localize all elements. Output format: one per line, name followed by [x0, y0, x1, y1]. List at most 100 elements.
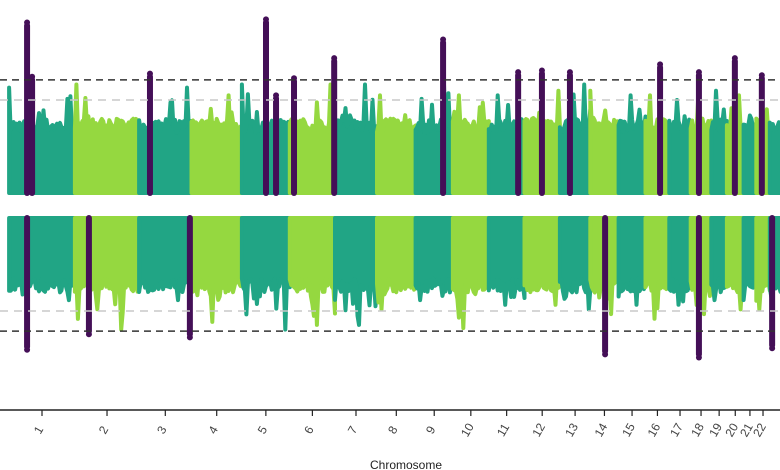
chromosome-9-bottom-points: [413, 216, 455, 303]
hit-point: [769, 345, 776, 352]
x-tick-label: 8: [385, 423, 401, 436]
chromosome-1-bottom-points: [7, 216, 77, 303]
chromosome-20-bottom-points: [724, 216, 746, 312]
x-tick-label: 16: [645, 420, 664, 439]
x-tick-label: 18: [688, 420, 707, 439]
hit-point: [538, 67, 545, 74]
chromosome-2-top-points: [72, 82, 142, 195]
x-tick-label: 12: [529, 420, 548, 439]
chromosome-8-bottom-points: [375, 216, 418, 312]
chromosome-15-top-points: [616, 93, 648, 195]
chromosome-7-top-points: [333, 82, 379, 195]
hit-chr12-top: [538, 67, 545, 196]
chromosome-1-top-points: [7, 85, 77, 195]
chromosome-22-bottom-points: [754, 216, 772, 312]
hit-point: [85, 331, 92, 338]
x-tick-label: 10: [458, 420, 477, 439]
hit-point: [146, 70, 153, 77]
hit-point: [440, 36, 447, 43]
chromosome-17-top-points: [667, 98, 693, 195]
x-tick-label: 14: [592, 420, 611, 439]
chromosome-4-bottom-points: [189, 216, 244, 324]
threshold-lines: [0, 79, 780, 332]
hit-chr18-top: [695, 69, 702, 196]
x-tick-label: 13: [562, 420, 581, 439]
chromosome-16-bottom-points: [643, 216, 672, 321]
hit-point: [29, 73, 36, 80]
chromosome-blocks: [7, 79, 780, 332]
hit-chr5-top: [273, 92, 280, 196]
x-tick-label: 2: [96, 423, 112, 436]
chromosome-4-top-points: [189, 93, 244, 195]
chromosome-3-top-points: [137, 85, 194, 195]
hit-chr5-top: [262, 16, 269, 196]
x-tick-label: 6: [301, 423, 317, 436]
x-tick-label: 21: [737, 420, 756, 439]
x-tick-label: 15: [619, 420, 638, 439]
hit-point: [515, 69, 522, 76]
hit-chr3-top: [146, 70, 153, 196]
x-tick-label: 3: [154, 423, 170, 436]
hit-chr14-bottom: [602, 215, 609, 358]
x-tick-label: 17: [667, 420, 686, 439]
hit-point: [24, 19, 31, 26]
hit-point: [657, 61, 664, 68]
hit-chr2-bottom: [85, 215, 92, 338]
chromosome-13-top-points: [557, 82, 593, 195]
hit-point: [331, 55, 338, 62]
hit-chr18-bottom: [695, 215, 702, 361]
chromosome-13-bottom-points: [557, 216, 593, 312]
hit-chr20-top: [731, 55, 738, 196]
hit-point: [186, 334, 193, 341]
chromosome-19-bottom-points: [709, 216, 729, 303]
x-tick-label: 20: [722, 420, 741, 439]
x-tick-label: 1: [31, 423, 47, 436]
x-tick-label: 19: [706, 420, 725, 439]
hit-point: [24, 346, 31, 353]
x-tick-label: 9: [423, 423, 439, 436]
chromosome-15-bottom-points: [616, 216, 648, 307]
hit-point: [731, 55, 738, 62]
x-axis-ticks: 12345678910111213141516171819202122X: [31, 410, 780, 439]
chromosome-8-top-points: [375, 93, 418, 195]
x-tick-label: 11: [494, 421, 513, 439]
hit-chr11-top: [515, 69, 522, 196]
hit-chrX-bottom: [769, 215, 776, 352]
hit-chr6-top: [291, 75, 298, 196]
x-tick-label: 22: [750, 420, 769, 439]
hit-chr3-bottom: [186, 215, 193, 341]
chromosome-11-bottom-points: [486, 216, 527, 307]
hit-chr6-top: [331, 55, 338, 196]
x-tick-label: 7: [345, 423, 361, 436]
hit-chr1-bottom: [24, 215, 31, 353]
chromosome-12-bottom-points: [522, 216, 562, 307]
x-tick-label: X: [779, 423, 780, 437]
x-axis-title: Chromosome: [370, 458, 442, 470]
chromosome-X-top-points: [767, 120, 780, 195]
chromosome-10-bottom-points: [450, 216, 491, 331]
chromosome-19-top-points: [709, 88, 729, 195]
chromosome-6-bottom-points: [287, 216, 337, 327]
hit-chr16-top: [657, 61, 664, 196]
x-tick-label: 5: [255, 423, 271, 436]
chromosome-5-bottom-points: [239, 216, 292, 332]
chromosome-2-bottom-points: [72, 216, 142, 332]
hit-point: [695, 69, 702, 76]
hit-point: [566, 69, 573, 76]
hit-point: [758, 72, 765, 79]
chromosome-3-bottom-points: [137, 216, 194, 303]
hit-chr9-top: [440, 36, 447, 196]
hit-chr1-top: [29, 73, 36, 196]
x-tick-label: 4: [206, 423, 222, 436]
hit-chr1-top: [24, 19, 31, 196]
hit-chr13-top: [566, 69, 573, 196]
chromosome-17-bottom-points: [667, 216, 693, 307]
hit-point: [602, 351, 609, 358]
chromosome-10-top-points: [450, 93, 491, 195]
hit-chr22-top: [758, 72, 765, 196]
chromosome-14-top-points: [588, 88, 621, 195]
hit-point: [273, 92, 280, 99]
chromosome-7-bottom-points: [333, 216, 379, 327]
hit-point: [695, 354, 702, 361]
